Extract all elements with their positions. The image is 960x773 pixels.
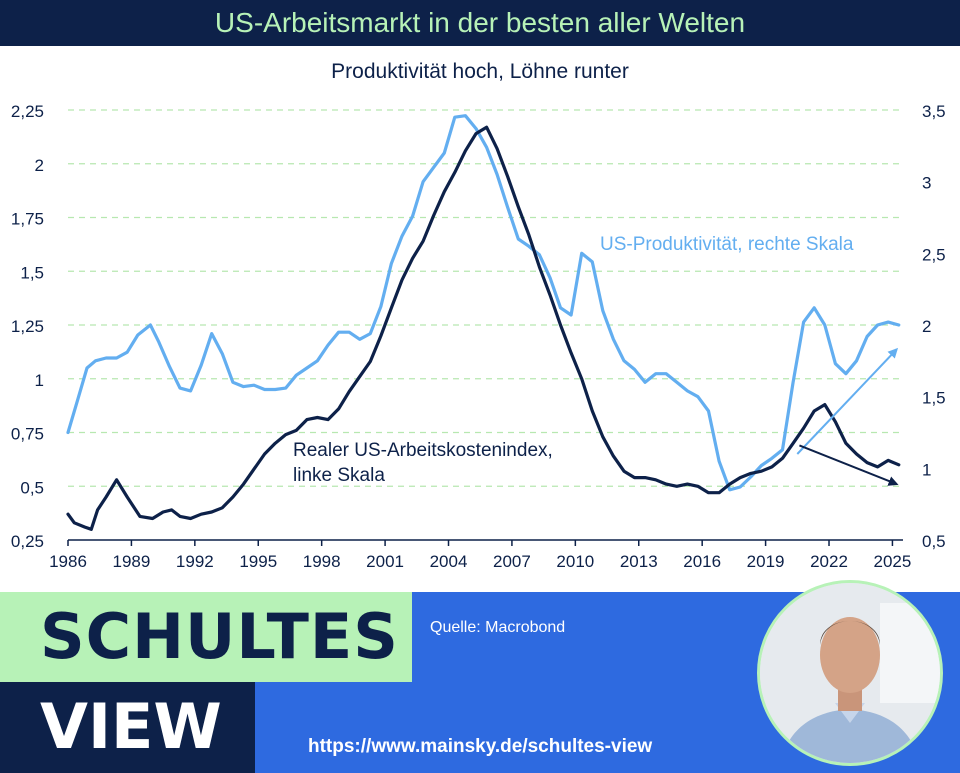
right-tick-label: 2,5: [922, 245, 946, 264]
productivity-arrow: [796, 347, 899, 455]
series-lines: [66, 114, 901, 531]
left-tick-label: 0,25: [11, 532, 44, 551]
right-tick-label: 1: [922, 460, 931, 479]
brand-line2: VIEW: [40, 690, 222, 763]
labor-cost-label: Realer US-Arbeitskostenindex,: [293, 440, 553, 461]
x-tick-label: 2004: [430, 552, 468, 571]
left-tick-label: 0,75: [11, 425, 44, 444]
labor-cost-line: [66, 125, 901, 531]
right-tick-label: 3,5: [922, 102, 946, 121]
x-tick-label: 1986: [49, 552, 87, 571]
arrows: [796, 347, 899, 486]
x-tick-label: 2010: [556, 552, 594, 571]
right-tick-label: 0,5: [922, 532, 946, 551]
left-tick-label: 1,5: [20, 263, 44, 282]
x-tick-label: 2019: [747, 552, 785, 571]
brand-view-block: VIEW: [0, 682, 255, 773]
left-tick-label: 2: [35, 156, 44, 175]
left-tick-label: 2,25: [11, 102, 44, 121]
header-title: US-Arbeitsmarkt in der besten aller Welt…: [0, 0, 960, 46]
gridlines: [68, 109, 903, 487]
x-tick-label: 1995: [239, 552, 277, 571]
annotations: Realer US-Arbeitskostenindex, linke Skala…: [293, 234, 854, 486]
left-tick-label: 0,5: [20, 478, 44, 497]
chart-subtitle: Produktivität hoch, Löhne runter: [331, 60, 629, 83]
source-text: Quelle: Macrobond: [430, 619, 566, 636]
brand-line1: SCHULTES: [40, 600, 399, 673]
right-tick-label: 1,5: [922, 389, 946, 408]
productivity-label: US-Produktivität, rechte Skala: [600, 234, 854, 255]
labor-cost-arrow: [799, 444, 899, 486]
left-tick-label: 1,25: [11, 317, 44, 336]
left-tick-label: 1: [35, 371, 44, 390]
x-tick-label: 2007: [493, 552, 531, 571]
x-tick-label: 2001: [366, 552, 404, 571]
x-tick-label: 1992: [176, 552, 214, 571]
x-tick-label: 2025: [874, 552, 912, 571]
left-tick-label: 1,75: [11, 210, 44, 229]
right-axis-ticks: 0,5 1 1,5 2 2,5 3 3,5: [922, 102, 946, 551]
right-tick-label: 3: [922, 174, 931, 193]
portrait-illustration: [760, 583, 940, 763]
labor-cost-label: linke Skala: [293, 465, 385, 486]
x-tick-label: 2022: [810, 552, 848, 571]
line-chart: 0,25 0,5 0,75 1 1,25 1,5 1,75 2 2,25 0,5 1 1,5 2 2,5…: [11, 102, 946, 571]
footer-panel-left: [255, 682, 412, 773]
author-portrait: [757, 580, 943, 766]
x-tick-label: 2016: [683, 552, 721, 571]
brand-schultes-block: SCHULTES: [0, 592, 412, 682]
x-tick-label: 2013: [620, 552, 658, 571]
x-axis-ticks: 1986 1989 1992 1995 1998 2001 2004 2007 2010 2013…: [49, 539, 912, 571]
x-tick-label: 1989: [113, 552, 151, 571]
x-tick-label: 1998: [303, 552, 341, 571]
left-axis-ticks: 0,25 0,5 0,75 1 1,25 1,5 1,75 2 2,25: [11, 102, 44, 551]
website-link[interactable]: https://www.mainsky.de/schultes-view: [308, 736, 653, 757]
productivity-line: [66, 114, 901, 492]
right-tick-label: 2: [922, 317, 931, 336]
